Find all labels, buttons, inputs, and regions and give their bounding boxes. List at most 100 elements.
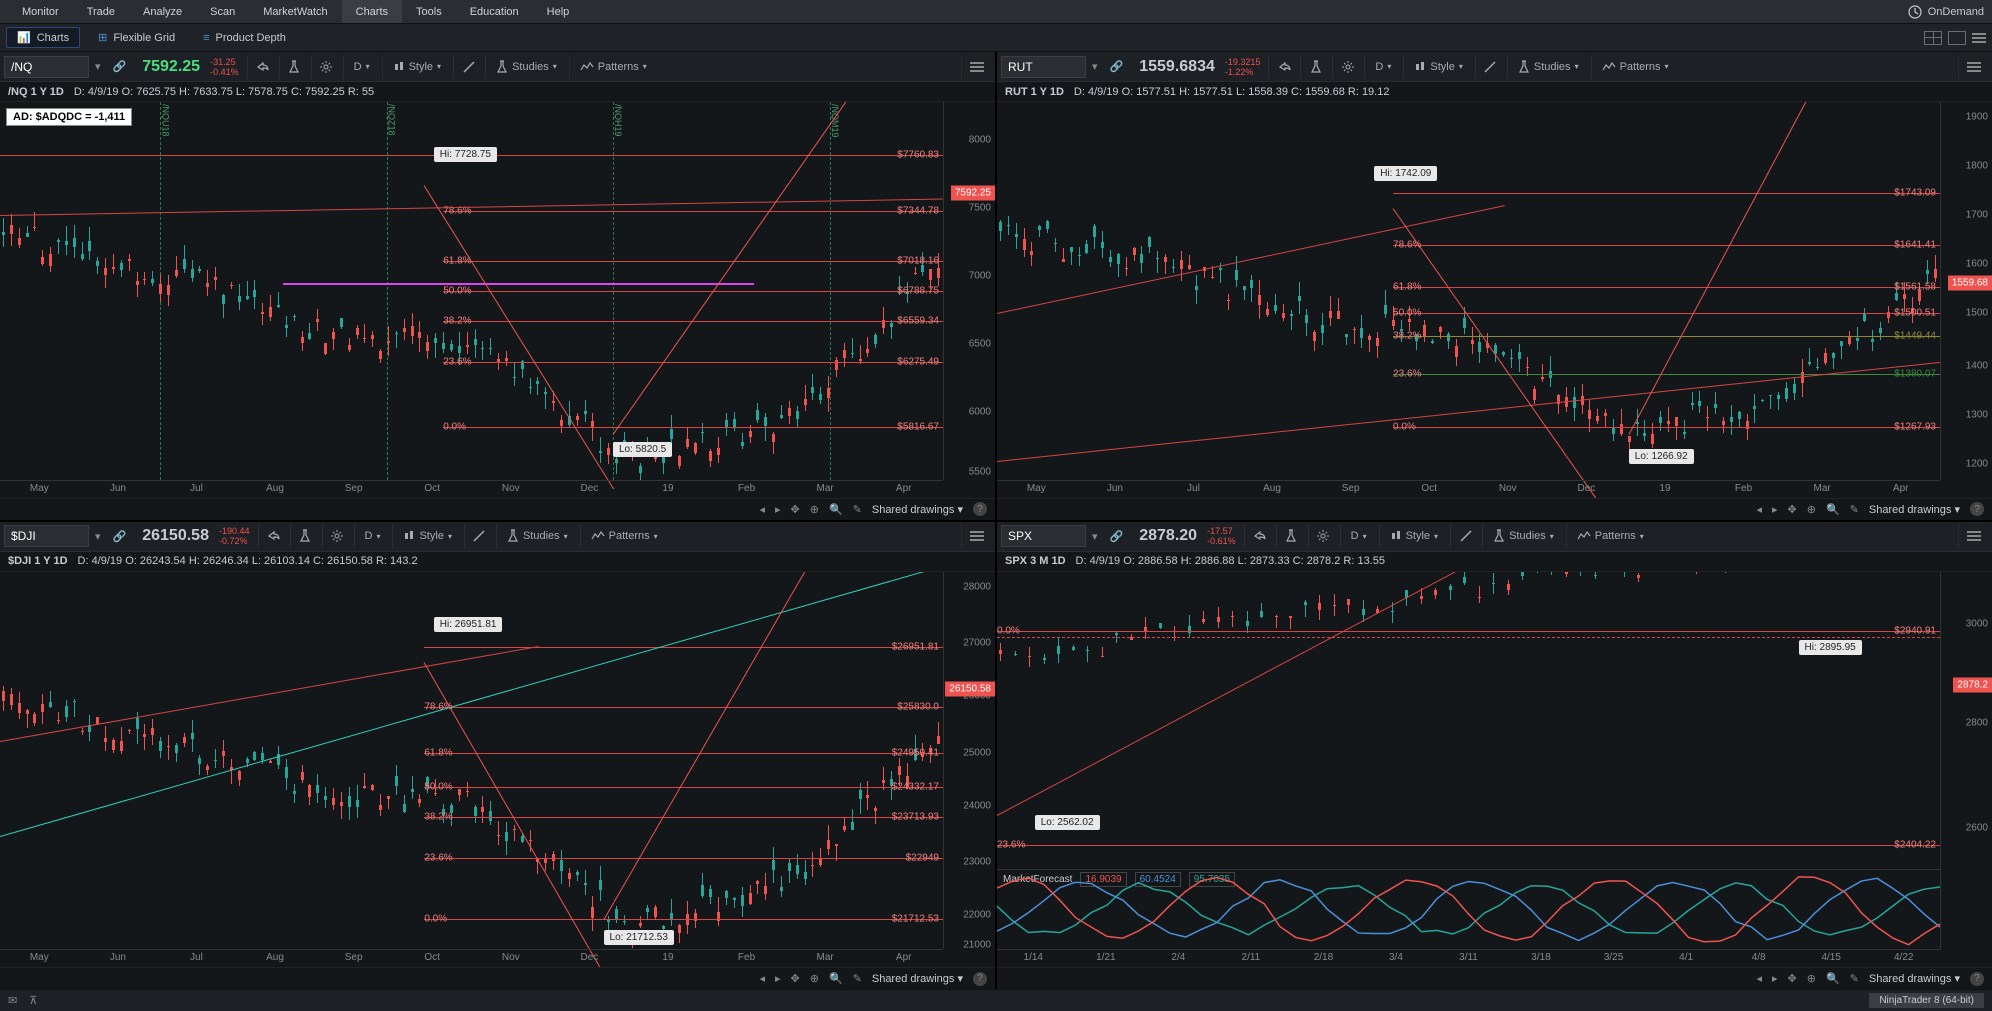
message-icon[interactable]: ✉ — [8, 994, 17, 1007]
move-icon[interactable]: ✥ — [791, 972, 800, 985]
link-icon[interactable]: 🔗 — [107, 530, 133, 543]
menu-item-tools[interactable]: Tools — [402, 0, 456, 23]
symbol-input[interactable] — [1001, 525, 1086, 547]
share-icon[interactable] — [258, 524, 288, 548]
chart-body[interactable]: $26951.81 78.6% $25830.0 61.8% $24950.41… — [0, 572, 995, 968]
pencil-icon[interactable]: ✎ — [853, 503, 862, 516]
dropdown-icon[interactable]: ▾ — [1088, 530, 1102, 543]
panel-menu-icon[interactable] — [1958, 524, 1988, 548]
crosshair-icon[interactable]: ⊕ — [810, 503, 819, 516]
style-button[interactable]: Style▾ — [392, 524, 461, 548]
shared-drawings-label[interactable]: Shared drawings ▾ — [872, 972, 963, 985]
layout-single-icon[interactable] — [1948, 31, 1966, 45]
patterns-button[interactable]: Patterns▾ — [569, 55, 657, 79]
left-arrow-icon[interactable]: ◂ — [759, 503, 765, 516]
right-arrow-icon[interactable]: ▸ — [1772, 972, 1778, 985]
layout-grid-icon[interactable] — [1924, 31, 1942, 45]
help-icon[interactable]: ? — [973, 502, 987, 516]
share-icon[interactable] — [1244, 524, 1274, 548]
symbol-input[interactable] — [1001, 56, 1086, 78]
share-icon[interactable] — [247, 55, 277, 79]
chart-body[interactable]: 0.0% $2940.91 23.6% $2404.22 Hi: 2895.95… — [997, 572, 1992, 968]
link-icon[interactable]: 🔗 — [1104, 530, 1130, 543]
gear-icon[interactable] — [322, 524, 352, 548]
move-icon[interactable]: ✥ — [791, 503, 800, 516]
menu-item-trade[interactable]: Trade — [73, 0, 129, 23]
zoom-icon[interactable]: 🔍 — [1826, 503, 1840, 516]
style-button[interactable]: Style▾ — [382, 55, 451, 79]
flask-icon[interactable] — [1300, 55, 1330, 79]
symbol-input[interactable] — [4, 525, 89, 547]
menu-item-charts[interactable]: Charts — [342, 0, 402, 23]
sub-tab-flexible-grid[interactable]: ⊞Flexible Grid — [88, 27, 185, 48]
right-arrow-icon[interactable]: ▸ — [775, 503, 781, 516]
pencil-icon[interactable]: ✎ — [853, 972, 862, 985]
move-icon[interactable]: ✥ — [1788, 503, 1797, 516]
flask-icon[interactable] — [279, 55, 309, 79]
studies-button[interactable]: Studies▾ — [496, 524, 578, 548]
crosshair-icon[interactable]: ⊕ — [1807, 972, 1816, 985]
share-icon[interactable] — [1268, 55, 1298, 79]
pencil-icon[interactable]: ✎ — [1850, 972, 1859, 985]
zoom-icon[interactable]: 🔍 — [1826, 972, 1840, 985]
zoom-icon[interactable]: 🔍 — [829, 972, 843, 985]
patterns-button[interactable]: Patterns▾ — [580, 524, 668, 548]
ondemand-button[interactable]: OnDemand — [1908, 5, 1984, 19]
dropdown-icon[interactable]: ▾ — [91, 60, 105, 73]
menu-icon[interactable] — [1972, 37, 1986, 39]
menu-item-monitor[interactable]: Monitor — [8, 0, 73, 23]
menu-item-education[interactable]: Education — [456, 0, 533, 23]
move-icon[interactable]: ✥ — [1788, 972, 1797, 985]
flask-icon[interactable] — [290, 524, 320, 548]
left-arrow-icon[interactable]: ◂ — [1756, 972, 1762, 985]
gear-icon[interactable] — [1332, 55, 1362, 79]
timeframe-button[interactable]: D▾ — [354, 524, 391, 548]
studies-button[interactable]: Studies▾ — [1507, 55, 1589, 79]
gear-icon[interactable] — [311, 55, 341, 79]
help-icon[interactable]: ? — [973, 972, 987, 986]
style-button[interactable]: Style▾ — [1403, 55, 1472, 79]
pencil-icon[interactable]: ✎ — [1850, 503, 1859, 516]
crosshair-icon[interactable]: ⊕ — [1807, 503, 1816, 516]
menu-item-help[interactable]: Help — [533, 0, 584, 23]
menu-item-marketwatch[interactable]: MarketWatch — [249, 0, 341, 23]
shared-drawings-label[interactable]: Shared drawings ▾ — [1869, 503, 1960, 516]
draw-icon[interactable] — [1475, 55, 1505, 79]
shared-drawings-label[interactable]: Shared drawings ▾ — [1869, 972, 1960, 985]
help-icon[interactable]: ? — [1970, 502, 1984, 516]
right-arrow-icon[interactable]: ▸ — [775, 972, 781, 985]
draw-icon[interactable] — [1450, 524, 1480, 548]
draw-icon[interactable] — [453, 55, 483, 79]
crosshair-icon[interactable]: ⊕ — [810, 972, 819, 985]
help-icon[interactable]: ? — [1970, 972, 1984, 986]
patterns-button[interactable]: Patterns▾ — [1591, 55, 1679, 79]
timeframe-button[interactable]: D▾ — [1340, 524, 1377, 548]
timeframe-button[interactable]: D▾ — [343, 55, 380, 79]
menu-item-scan[interactable]: Scan — [196, 0, 249, 23]
shared-drawings-label[interactable]: Shared drawings ▾ — [872, 503, 963, 516]
timeframe-button[interactable]: D▾ — [1364, 55, 1401, 79]
left-arrow-icon[interactable]: ◂ — [759, 972, 765, 985]
right-arrow-icon[interactable]: ▸ — [1772, 503, 1778, 516]
panel-menu-icon[interactable] — [961, 55, 991, 79]
sub-tab-charts[interactable]: 📊Charts — [6, 27, 80, 48]
link-icon[interactable]: 🔗 — [107, 60, 133, 73]
sub-tab-product-depth[interactable]: ≡Product Depth — [193, 27, 296, 48]
panel-menu-icon[interactable] — [961, 524, 991, 548]
chart-body[interactable]: AD: $ADQDC = -1,411 /NQU18/NQZ18/NQH19/N… — [0, 102, 995, 498]
menu-item-analyze[interactable]: Analyze — [129, 0, 196, 23]
dropdown-icon[interactable]: ▾ — [91, 530, 105, 543]
panel-menu-icon[interactable] — [1958, 55, 1988, 79]
dropdown-icon[interactable]: ▾ — [1088, 60, 1102, 73]
draw-icon[interactable] — [464, 524, 494, 548]
style-button[interactable]: Style▾ — [1379, 524, 1448, 548]
left-arrow-icon[interactable]: ◂ — [1756, 503, 1762, 516]
link-icon[interactable]: 🔗 — [1104, 60, 1130, 73]
gear-icon[interactable] — [1308, 524, 1338, 548]
pin-icon[interactable]: ⊼ — [29, 994, 37, 1007]
zoom-icon[interactable]: 🔍 — [829, 503, 843, 516]
symbol-input[interactable] — [4, 56, 89, 78]
studies-button[interactable]: Studies▾ — [485, 55, 567, 79]
flask-icon[interactable] — [1276, 524, 1306, 548]
chart-body[interactable]: $1743.09 78.6% $1641.41 61.8% $1561.58 5… — [997, 102, 1992, 498]
